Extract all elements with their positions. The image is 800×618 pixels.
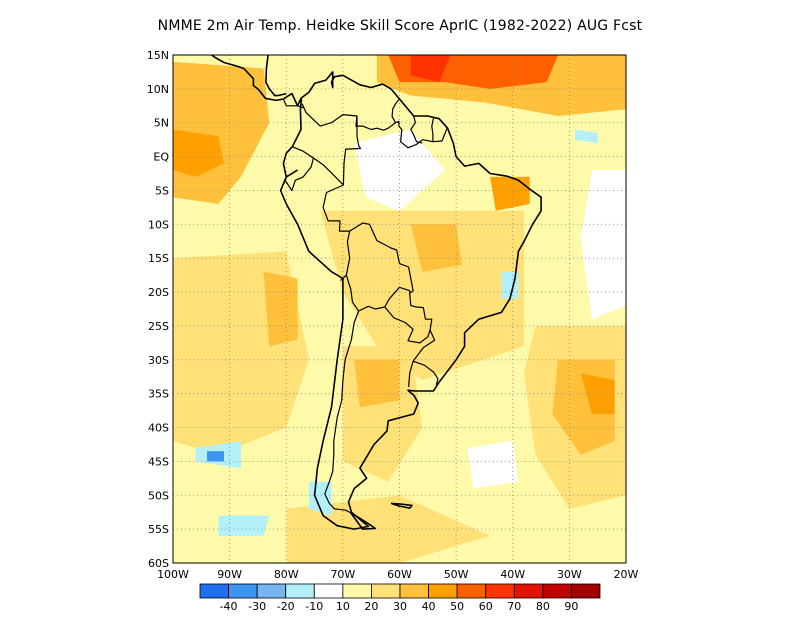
lon-tick-label: 20W bbox=[614, 568, 639, 581]
colorbar-label: -40 bbox=[220, 600, 238, 613]
colorbar-labels: -40 -30 -20 -10 10 20 30 40 50 60 70 80 90 bbox=[220, 600, 579, 613]
coastline-2 bbox=[282, 98, 303, 178]
lat-tick-label: 60S bbox=[148, 557, 169, 570]
lat-tick-label: 30S bbox=[148, 354, 169, 367]
colorbar-label: 10 bbox=[336, 600, 350, 613]
skill-region-5 bbox=[410, 55, 451, 83]
colorbar-swatch bbox=[285, 583, 315, 599]
lat-tick-label: 15N bbox=[147, 49, 169, 62]
lon-tick-label: 30W bbox=[557, 568, 582, 581]
skill-region-16 bbox=[286, 495, 491, 563]
border-6 bbox=[358, 286, 411, 312]
coastline-3 bbox=[350, 512, 377, 530]
border-2 bbox=[284, 157, 314, 192]
lat-tick-label: 55S bbox=[148, 523, 169, 536]
skill-region-8 bbox=[490, 176, 530, 211]
skill-region-23 bbox=[467, 441, 519, 489]
border-5 bbox=[349, 222, 414, 294]
skill-region-21 bbox=[575, 129, 598, 144]
lat-tick-label: EQ bbox=[153, 151, 169, 164]
lat-tick-label: 10N bbox=[147, 83, 169, 96]
colorbar-swatch bbox=[513, 583, 544, 599]
border-15 bbox=[431, 117, 435, 142]
colorbar-label: -10 bbox=[305, 600, 323, 613]
lon-tick-label: 60W bbox=[387, 568, 412, 581]
coastline-layer bbox=[211, 55, 542, 530]
colorbar-label: -20 bbox=[277, 600, 295, 613]
colorbar-label: 60 bbox=[479, 600, 493, 613]
border-16 bbox=[391, 98, 400, 123]
lat-tick-label: 10S bbox=[148, 218, 169, 231]
lat-tick-label: 35S bbox=[148, 388, 169, 401]
skill-region-24 bbox=[580, 170, 626, 320]
colorbar-swatch bbox=[571, 583, 601, 599]
colorbar bbox=[199, 583, 601, 599]
skill-region-18 bbox=[207, 451, 224, 462]
colorbar-swatch bbox=[256, 583, 287, 599]
lat-tick-label: 45S bbox=[148, 455, 169, 468]
border-1 bbox=[292, 103, 361, 186]
colorbar-label: 40 bbox=[422, 600, 436, 613]
colorbar-swatch bbox=[228, 583, 258, 599]
colorbar-swatch bbox=[485, 583, 515, 599]
lat-tick-label: 40S bbox=[148, 422, 169, 435]
skill-region-6 bbox=[320, 210, 525, 381]
gridlines bbox=[173, 55, 626, 563]
colorbar-label: 50 bbox=[450, 600, 464, 613]
lon-tick-label: 50W bbox=[444, 568, 469, 581]
lon-tick-label: 80W bbox=[274, 568, 299, 581]
lat-tick-label: 5N bbox=[154, 117, 169, 130]
coastline-4 bbox=[390, 502, 413, 509]
lat-tick-label: 5S bbox=[155, 184, 169, 197]
colorbar-label: 70 bbox=[507, 600, 521, 613]
colorbar-swatch bbox=[199, 583, 229, 599]
border-11 bbox=[408, 361, 414, 387]
colorbar-swatch bbox=[342, 583, 372, 599]
colorbar-swatch bbox=[399, 583, 429, 599]
colorbar-label: 30 bbox=[393, 600, 407, 613]
skill-region-7 bbox=[410, 224, 462, 272]
border-14 bbox=[410, 115, 423, 144]
colorbar-swatch bbox=[313, 583, 344, 599]
longitude-tick-labels: 100W 90W 80W 70W 60W 50W 40W 30W 20W bbox=[157, 568, 638, 581]
colorbar-label: 80 bbox=[536, 600, 550, 613]
border-12 bbox=[324, 310, 360, 514]
colorbar-swatch bbox=[371, 583, 401, 599]
border-0 bbox=[282, 98, 304, 109]
lon-tick-label: 90W bbox=[217, 568, 242, 581]
lon-tick-label: 70W bbox=[330, 568, 355, 581]
colorbar-swatch bbox=[456, 583, 487, 599]
skill-region-2 bbox=[173, 129, 224, 177]
colorbar-swatch bbox=[542, 583, 572, 599]
lon-tick-label: 100W bbox=[157, 568, 189, 581]
colorbar-swatch bbox=[428, 583, 458, 599]
skill-region-10 bbox=[263, 271, 298, 347]
colorbar-label: 20 bbox=[364, 600, 378, 613]
plot-frame bbox=[172, 54, 627, 564]
border-7 bbox=[384, 306, 431, 344]
lat-tick-label: 20S bbox=[148, 286, 169, 299]
latitude-tick-labels: 15N 10N 5N EQ 5S 10S 15S 20S 25S 30S 35S 40S 45S 50S 5… bbox=[147, 49, 170, 570]
lat-tick-label: 15S bbox=[148, 252, 169, 265]
skill-region-19 bbox=[218, 515, 270, 536]
map-title: NMME 2m Air Temp. Heidke Skill Score Apr… bbox=[157, 18, 643, 34]
border-13 bbox=[355, 115, 448, 149]
border-8 bbox=[409, 293, 433, 331]
coastline-1 bbox=[265, 55, 287, 97]
border-9 bbox=[412, 329, 436, 362]
border-3 bbox=[322, 184, 351, 282]
skill-region-25 bbox=[354, 129, 445, 211]
border-4 bbox=[345, 274, 360, 312]
lat-tick-label: 50S bbox=[148, 489, 169, 502]
lat-tick-label: 25S bbox=[148, 320, 169, 333]
skill-region-15 bbox=[354, 359, 400, 408]
colorbar-label: 90 bbox=[564, 600, 578, 613]
lon-tick-label: 40W bbox=[500, 568, 525, 581]
coastline-0 bbox=[211, 55, 542, 530]
colorbar-label: -30 bbox=[248, 600, 266, 613]
border-10 bbox=[412, 360, 439, 386]
